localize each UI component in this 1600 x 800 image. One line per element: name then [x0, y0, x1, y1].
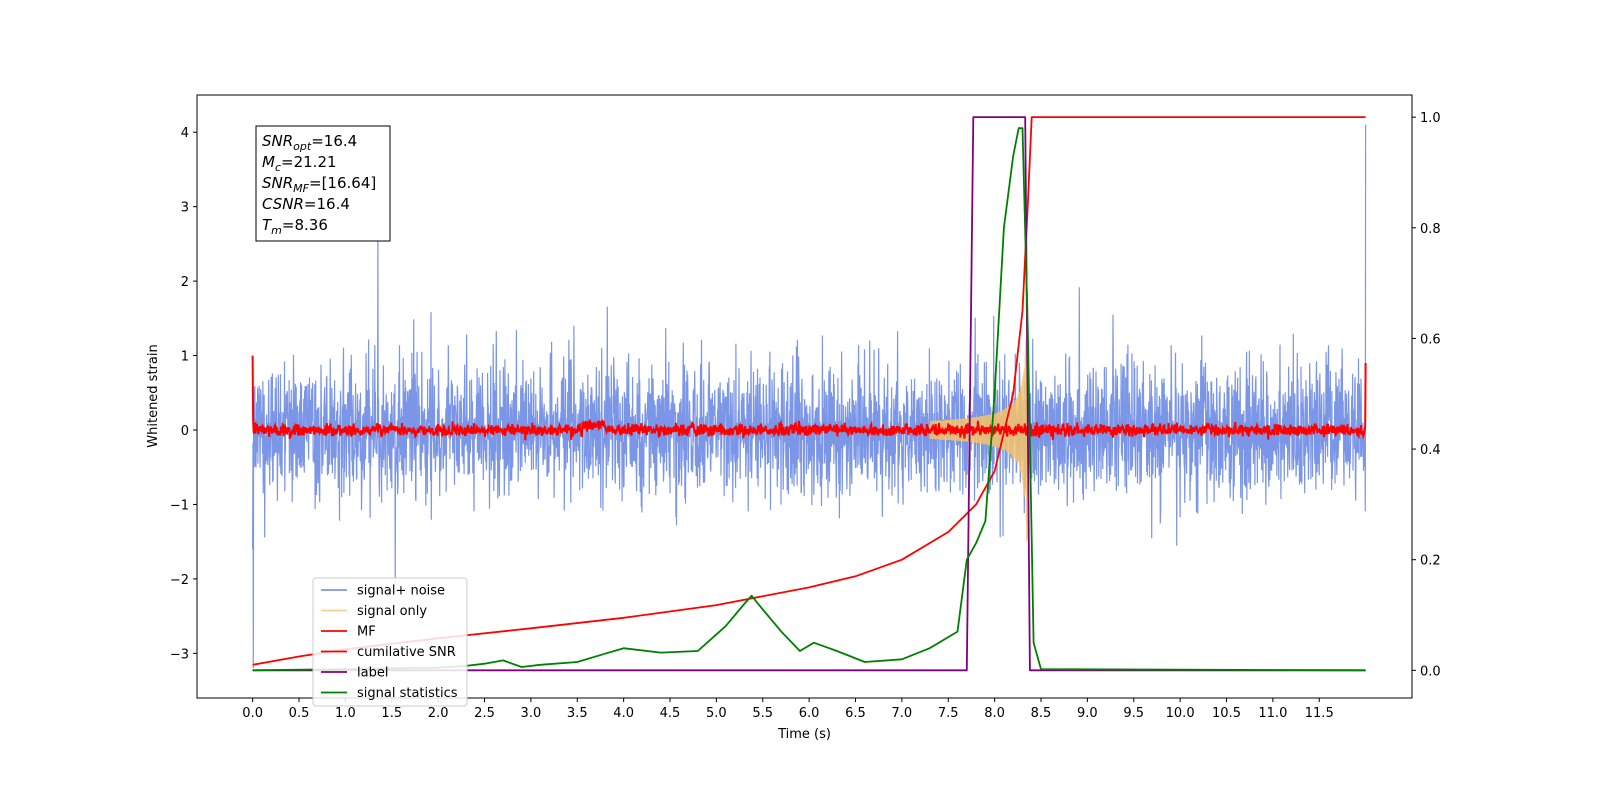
x-tick-label: 9.0: [1077, 706, 1098, 721]
legend-label: cumilative SNR: [357, 645, 456, 660]
y-right-tick-label: 1.0: [1420, 111, 1441, 126]
x-tick-label: 11.5: [1305, 706, 1334, 721]
y-right-tick-label: 0.6: [1420, 332, 1441, 347]
y-axis-left-ticks: −3 −2 −1 0 1 2 3 4: [170, 126, 197, 662]
y-left-tick-label: 0: [181, 424, 189, 439]
x-axis-label: Time (s): [777, 727, 831, 742]
annotation-frame: [255, 125, 391, 242]
y-left-tick-label: 1: [181, 350, 189, 365]
y-left-tick-label: −3: [170, 647, 189, 662]
plot-frame: [196, 94, 1413, 699]
x-tick-label: 8.0: [984, 706, 1005, 721]
annotation-box: SNRopt=16.4Mc=21.21SNRMF=[16.64]CSNR=16.…: [255, 125, 391, 242]
x-tick-label: 10.5: [1212, 706, 1241, 721]
series-signal-only-line: [929, 290, 1029, 542]
x-tick-label: 1.0: [335, 706, 356, 721]
x-tick-label: 5.0: [706, 706, 727, 721]
x-axis-ticks: 0.0 0.5 1.0 1.5 2.0 2.5 3.0 3.5 4.0 4.5 5.0 5.5 6.0 6…: [242, 698, 1334, 721]
x-tick-label: 10.0: [1166, 706, 1195, 721]
x-tick-label: 4.5: [660, 706, 681, 721]
x-tick-label: 3.5: [567, 706, 588, 721]
legend-label: signal only: [357, 604, 427, 619]
x-tick-label: 2.0: [428, 706, 449, 721]
x-tick-label: 4.0: [613, 706, 634, 721]
x-tick-label: 7.0: [892, 706, 913, 721]
x-tick-label: 0.5: [289, 706, 310, 721]
x-tick-label: 0.0: [242, 706, 263, 721]
y-right-tick-label: 0.0: [1420, 664, 1441, 679]
y-axis-right-ticks: 0.0 0.2 0.4 0.6 0.8 1.0: [1412, 111, 1441, 679]
x-tick-label: 1.5: [381, 706, 402, 721]
x-tick-label: 2.5: [474, 706, 495, 721]
x-tick-label: 6.0: [799, 706, 820, 721]
x-tick-label: 8.5: [1031, 706, 1052, 721]
y-left-tick-label: 4: [181, 126, 189, 141]
annotation-line: SNRopt=16.4: [262, 132, 357, 153]
x-tick-label: 6.5: [845, 706, 866, 721]
series-signal-statistics-line: [252, 127, 1366, 672]
series-signal-noise-line: [252, 124, 1367, 669]
annotation-line: CSNR=16.4: [262, 195, 350, 213]
y-left-tick-label: −2: [170, 573, 189, 588]
legend-label: signal+ noise: [357, 584, 445, 599]
y-left-tick-label: 2: [181, 275, 189, 290]
y-left-tick-label: −1: [170, 498, 189, 513]
series-mf-line: [251, 355, 1367, 441]
legend-frame: [312, 577, 468, 707]
x-tick-label: 11.0: [1258, 706, 1287, 721]
legend-label: label: [357, 666, 388, 681]
series-label-line: [252, 116, 1366, 672]
legend: signal+ noise signal only MF cumilative SNR…: [312, 577, 468, 707]
legend-label: signal statistics: [357, 686, 458, 701]
x-tick-label: 9.5: [1123, 706, 1144, 721]
x-tick-label: 5.5: [752, 706, 773, 721]
y-right-tick-label: 0.2: [1420, 554, 1441, 569]
y-right-tick-label: 0.4: [1420, 443, 1441, 458]
y-axis-label: Whitened strain: [146, 344, 161, 447]
annotation-line: Tm=8.36: [262, 216, 328, 237]
annotation-line: Mc=21.21: [262, 153, 337, 174]
x-tick-label: 7.5: [938, 706, 959, 721]
x-tick-label: 3.0: [521, 706, 542, 721]
legend-label: MF: [357, 625, 376, 640]
y-right-tick-label: 0.8: [1420, 222, 1441, 237]
y-left-tick-label: 3: [181, 201, 189, 216]
annotation-line: SNRMF=[16.64]: [262, 174, 376, 195]
